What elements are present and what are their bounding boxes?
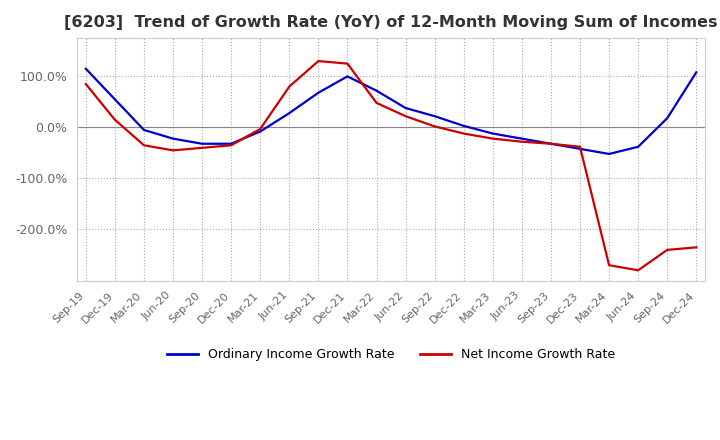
Ordinary Income Growth Rate — [692, 70, 701, 75]
Ordinary Income Growth Rate — [372, 88, 381, 93]
Net Income Growth Rate — [431, 124, 439, 129]
Net Income Growth Rate — [285, 84, 294, 89]
Title: [6203]  Trend of Growth Rate (YoY) of 12-Month Moving Sum of Incomes: [6203] Trend of Growth Rate (YoY) of 12-… — [64, 15, 718, 30]
Ordinary Income Growth Rate — [198, 141, 207, 147]
Net Income Growth Rate — [401, 114, 410, 119]
Ordinary Income Growth Rate — [81, 66, 90, 71]
Net Income Growth Rate — [168, 148, 177, 153]
Ordinary Income Growth Rate — [634, 144, 642, 150]
Line: Ordinary Income Growth Rate: Ordinary Income Growth Rate — [86, 69, 696, 154]
Net Income Growth Rate — [81, 81, 90, 87]
Net Income Growth Rate — [343, 61, 352, 66]
Net Income Growth Rate — [692, 245, 701, 250]
Net Income Growth Rate — [227, 143, 235, 148]
Ordinary Income Growth Rate — [314, 90, 323, 95]
Net Income Growth Rate — [372, 100, 381, 106]
Net Income Growth Rate — [256, 126, 264, 132]
Net Income Growth Rate — [198, 145, 207, 150]
Ordinary Income Growth Rate — [546, 141, 555, 147]
Net Income Growth Rate — [140, 143, 148, 148]
Net Income Growth Rate — [546, 141, 555, 147]
Ordinary Income Growth Rate — [518, 136, 526, 141]
Ordinary Income Growth Rate — [488, 131, 497, 136]
Legend: Ordinary Income Growth Rate, Net Income Growth Rate: Ordinary Income Growth Rate, Net Income … — [162, 343, 620, 367]
Ordinary Income Growth Rate — [227, 141, 235, 147]
Ordinary Income Growth Rate — [111, 97, 120, 102]
Ordinary Income Growth Rate — [343, 74, 352, 79]
Net Income Growth Rate — [576, 144, 585, 150]
Ordinary Income Growth Rate — [605, 151, 613, 157]
Ordinary Income Growth Rate — [401, 106, 410, 111]
Net Income Growth Rate — [111, 117, 120, 122]
Ordinary Income Growth Rate — [256, 129, 264, 134]
Net Income Growth Rate — [488, 136, 497, 141]
Ordinary Income Growth Rate — [576, 146, 585, 151]
Ordinary Income Growth Rate — [285, 110, 294, 116]
Ordinary Income Growth Rate — [140, 127, 148, 132]
Net Income Growth Rate — [663, 247, 672, 253]
Net Income Growth Rate — [634, 268, 642, 273]
Net Income Growth Rate — [605, 263, 613, 268]
Ordinary Income Growth Rate — [431, 114, 439, 119]
Ordinary Income Growth Rate — [168, 136, 177, 141]
Net Income Growth Rate — [518, 139, 526, 144]
Ordinary Income Growth Rate — [459, 123, 468, 128]
Ordinary Income Growth Rate — [663, 116, 672, 121]
Net Income Growth Rate — [459, 131, 468, 136]
Line: Net Income Growth Rate: Net Income Growth Rate — [86, 61, 696, 270]
Net Income Growth Rate — [314, 59, 323, 64]
